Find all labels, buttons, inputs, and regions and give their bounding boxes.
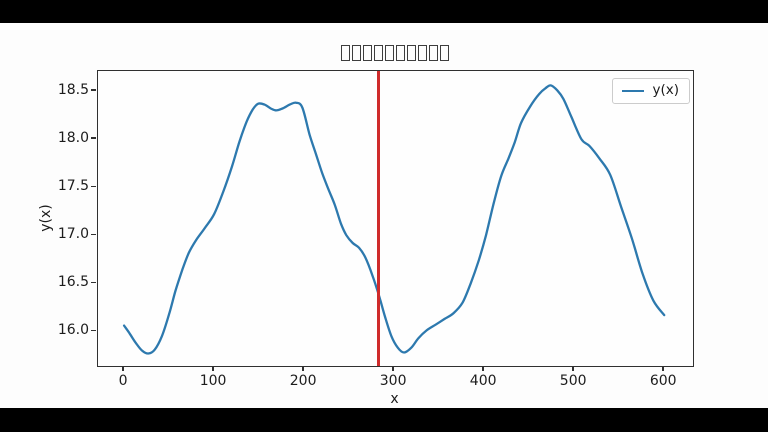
missing-glyph-box (439, 44, 449, 61)
x-tick-label: 300 (379, 373, 407, 389)
legend: y(x) (612, 78, 690, 104)
figure-canvas: y(x) y(x) 16.0 16.5 17.0 17.5 18.0 18.5 0 100 2… (0, 23, 768, 408)
x-tick-label: 600 (649, 373, 677, 389)
chart-title-missing-glyphs (97, 43, 692, 61)
x-tick-mark (392, 365, 394, 371)
x-tick-label: 0 (118, 373, 128, 389)
vertical-marker-line (377, 71, 381, 366)
missing-glyph-box (384, 44, 394, 61)
missing-glyph-box (351, 44, 361, 61)
y-tick-label: 17.5 (57, 178, 89, 195)
plot-area: y(x) (97, 70, 694, 367)
x-tick-mark (662, 365, 664, 371)
x-tick-mark (572, 365, 574, 371)
y-tick-label: 16.0 (57, 322, 89, 339)
x-tick-mark (482, 365, 484, 371)
letterbox-bar-top (0, 0, 768, 23)
x-tick-label: 400 (469, 373, 497, 389)
x-tick-label: 200 (289, 373, 317, 389)
series-line-svg (122, 84, 666, 355)
missing-glyph-box (428, 44, 438, 61)
series-line (122, 84, 666, 355)
missing-glyph-box (373, 44, 383, 61)
y-tick-mark (91, 137, 96, 139)
letterbox-bar-bottom (0, 408, 768, 432)
y-tick-label: 18.0 (57, 130, 89, 147)
y-tick-mark (91, 89, 96, 91)
y-tick-mark (91, 233, 96, 236)
x-axis-label: x (390, 391, 399, 407)
y-tick-mark (91, 329, 96, 332)
y-tick-label: 16.5 (57, 274, 89, 291)
x-tick-mark (212, 365, 214, 371)
missing-glyph-box (417, 44, 427, 61)
x-tick-mark (302, 365, 304, 371)
x-tick-label: 100 (199, 373, 227, 389)
missing-glyph-box (340, 44, 350, 61)
y-tick-mark (91, 185, 96, 188)
y-tick-label: 17.0 (57, 226, 89, 243)
missing-glyph-box (406, 44, 416, 61)
y-tick-label: 18.5 (57, 82, 89, 99)
missing-glyph-box (395, 44, 405, 61)
legend-label: y(x) (652, 82, 679, 99)
x-tick-mark (122, 365, 124, 371)
missing-glyph-box (362, 44, 372, 61)
legend-line-sample-icon (622, 89, 645, 93)
x-tick-label: 500 (559, 373, 587, 389)
y-tick-mark (91, 281, 96, 284)
